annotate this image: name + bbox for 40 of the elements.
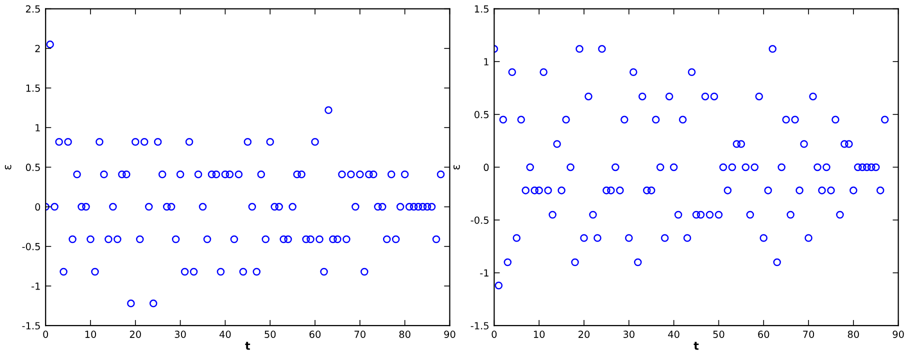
x-tick-label: 60 bbox=[310, 330, 321, 338]
y-tick-label: 0 bbox=[35, 203, 40, 211]
y-tick-label: -1.5 bbox=[470, 322, 488, 330]
y-tick-label: -1 bbox=[480, 269, 488, 276]
y-tick-label: 0.5 bbox=[474, 110, 488, 118]
y-tick-label: 0.5 bbox=[26, 164, 40, 172]
y-axis-title: ε bbox=[453, 164, 460, 170]
y-tick-label: -1.5 bbox=[22, 322, 40, 330]
y-tick-label: 2.5 bbox=[26, 5, 40, 13]
x-tick-label: 0 bbox=[43, 330, 48, 338]
x-tick-label: 90 bbox=[444, 330, 456, 338]
y-tick-label: -0.5 bbox=[470, 216, 488, 224]
x-tick-label: 40 bbox=[220, 330, 231, 338]
x-tick-label: 70 bbox=[803, 330, 814, 338]
x-tick-label: 30 bbox=[174, 330, 186, 338]
y-axis-title: ε bbox=[4, 164, 12, 170]
x-axis-title: t bbox=[245, 342, 250, 350]
y-tick-label: 2 bbox=[35, 44, 40, 52]
y-tick-label: -0.5 bbox=[22, 242, 40, 250]
x-tick-label: 90 bbox=[892, 330, 904, 338]
x-tick-label: 40 bbox=[668, 330, 680, 338]
y-tick-label: -1 bbox=[32, 282, 40, 290]
x-tick-label: 70 bbox=[354, 330, 366, 338]
y-tick-label: 1 bbox=[484, 58, 488, 66]
y-tick-label: 1.5 bbox=[26, 84, 40, 92]
x-tick-label: 80 bbox=[848, 330, 859, 338]
x-tick-label: 60 bbox=[758, 330, 770, 338]
x-tick-label: 80 bbox=[399, 330, 410, 338]
x-axis-title: t bbox=[694, 342, 699, 350]
y-tick-label: 0 bbox=[484, 164, 489, 172]
x-tick-label: 10 bbox=[534, 330, 545, 338]
y-tick-label: 1 bbox=[36, 124, 40, 132]
y-tick-label: 1.5 bbox=[474, 5, 488, 13]
x-tick-label: 30 bbox=[623, 330, 634, 338]
x-tick-label: 20 bbox=[130, 330, 141, 338]
x-tick-label: 0 bbox=[492, 330, 497, 338]
x-tick-label: 50 bbox=[713, 330, 724, 338]
x-tick-label: 10 bbox=[85, 330, 96, 338]
x-tick-label: 50 bbox=[264, 330, 276, 338]
x-tick-label: 20 bbox=[578, 330, 590, 338]
